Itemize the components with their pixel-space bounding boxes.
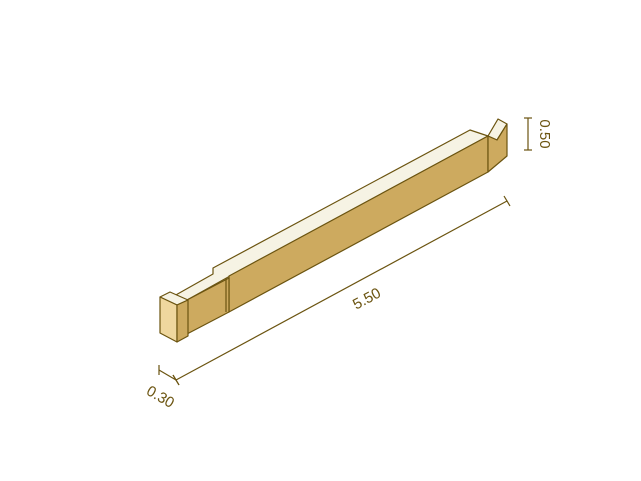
length-dimension-label: 5.50	[350, 285, 384, 314]
left-cap-side-face	[176, 299, 189, 343]
wooden-bar	[159, 118, 508, 343]
left-cap-end-face	[159, 296, 178, 343]
bar-front-face	[228, 135, 489, 313]
height-dimension	[524, 117, 532, 151]
bar-top-face	[173, 129, 489, 301]
width-dimension-label: 0.30	[143, 382, 177, 411]
width-dimension	[158, 365, 180, 386]
right-cap-face	[487, 123, 508, 173]
height-dimension-label: 0.50	[536, 119, 553, 148]
